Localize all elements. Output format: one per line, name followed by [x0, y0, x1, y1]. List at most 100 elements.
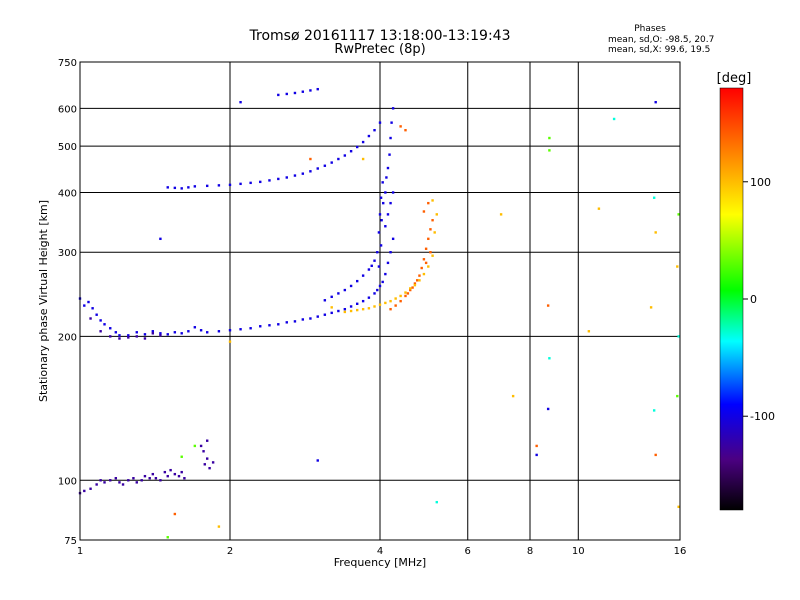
data-point — [384, 191, 387, 194]
data-point — [173, 512, 177, 516]
data-point — [654, 453, 657, 457]
data-point — [389, 299, 392, 303]
data-point — [367, 296, 371, 299]
data-point — [143, 474, 147, 478]
data-point — [154, 477, 158, 480]
data-point — [330, 161, 333, 164]
data-point — [166, 186, 169, 189]
data-point — [386, 166, 390, 170]
data-point — [597, 207, 601, 210]
data-point — [409, 287, 412, 290]
data-point — [427, 237, 430, 241]
colorbar-label: [deg] — [717, 71, 752, 86]
data-point — [386, 213, 390, 216]
data-point — [676, 394, 679, 398]
data-point — [309, 317, 312, 320]
data-point — [99, 479, 102, 482]
data-point — [391, 191, 395, 194]
data-point — [389, 136, 392, 140]
data-point — [420, 266, 423, 270]
data-point — [435, 500, 438, 504]
chart-subtitle: RwPretec (8p) — [334, 42, 425, 57]
data-point — [163, 470, 167, 474]
data-point — [285, 176, 288, 179]
data-point — [377, 265, 381, 268]
colorbar — [719, 87, 744, 511]
data-point — [378, 213, 382, 216]
data-point — [379, 244, 383, 247]
data-point — [367, 134, 371, 138]
data-point — [399, 294, 402, 298]
data-point — [140, 479, 143, 482]
data-point — [109, 327, 112, 330]
data-point — [399, 299, 402, 303]
data-point — [159, 479, 162, 482]
data-point — [208, 466, 211, 470]
data-point — [361, 299, 365, 303]
y-axis: 75 100 200 300 400 500 600 750 — [58, 58, 77, 547]
data-point — [316, 167, 319, 170]
data-point — [367, 268, 371, 271]
chart-title: Tromsø 20161117 13:18:00-13:19:43 — [249, 28, 511, 44]
data-point — [355, 308, 359, 312]
data-point — [316, 459, 319, 462]
data-point — [343, 154, 347, 157]
colorbar-tick-label: 100 — [750, 176, 771, 189]
data-point — [652, 409, 656, 412]
data-point — [677, 505, 680, 509]
data-point — [166, 333, 169, 336]
data-point — [118, 481, 121, 484]
data-point — [202, 450, 205, 453]
data-point — [205, 439, 209, 442]
data-point — [349, 150, 353, 153]
data-point — [431, 254, 434, 257]
data-point — [343, 310, 347, 314]
data-point — [151, 472, 155, 476]
data-point — [676, 265, 679, 268]
data-point — [535, 453, 538, 457]
data-point — [378, 284, 382, 288]
data-point — [103, 323, 106, 326]
y-tick-label: 400 — [58, 188, 77, 199]
data-point — [109, 335, 112, 338]
data-point — [404, 128, 407, 132]
data-point — [429, 251, 432, 254]
data-point — [418, 279, 421, 282]
data-point — [228, 183, 232, 187]
info-line-x: mean, sd,X: 99.6, 19.5 — [608, 45, 710, 55]
data-point — [409, 288, 412, 292]
data-point — [382, 201, 385, 205]
data-point — [228, 340, 232, 343]
data-point — [373, 305, 376, 308]
data-point — [183, 477, 186, 480]
data-point — [427, 201, 430, 205]
data-point — [239, 100, 242, 104]
data-point — [121, 483, 125, 486]
x-axis: 1 2 4 6 8 10 16 — [77, 546, 687, 557]
data-point — [355, 145, 359, 149]
data-point — [239, 328, 242, 331]
data-point — [95, 483, 98, 486]
data-point — [404, 291, 407, 294]
data-point — [422, 210, 426, 213]
data-point — [411, 286, 414, 289]
data-point — [193, 444, 197, 448]
data-point — [431, 219, 434, 222]
x-tick-label: 2 — [227, 546, 233, 557]
data-points — [78, 87, 680, 539]
data-point — [378, 303, 382, 306]
data-point — [203, 463, 206, 466]
data-point — [268, 179, 271, 182]
data-point — [285, 321, 288, 324]
data-point — [548, 357, 551, 360]
data-point — [166, 474, 169, 478]
data-point — [277, 93, 280, 97]
data-point — [132, 477, 135, 480]
data-point — [159, 237, 162, 241]
data-point — [127, 336, 130, 339]
data-point — [217, 184, 221, 187]
data-point — [259, 325, 262, 328]
data-point — [422, 272, 426, 276]
data-point — [151, 332, 155, 335]
x-tick-label: 6 — [465, 546, 471, 557]
